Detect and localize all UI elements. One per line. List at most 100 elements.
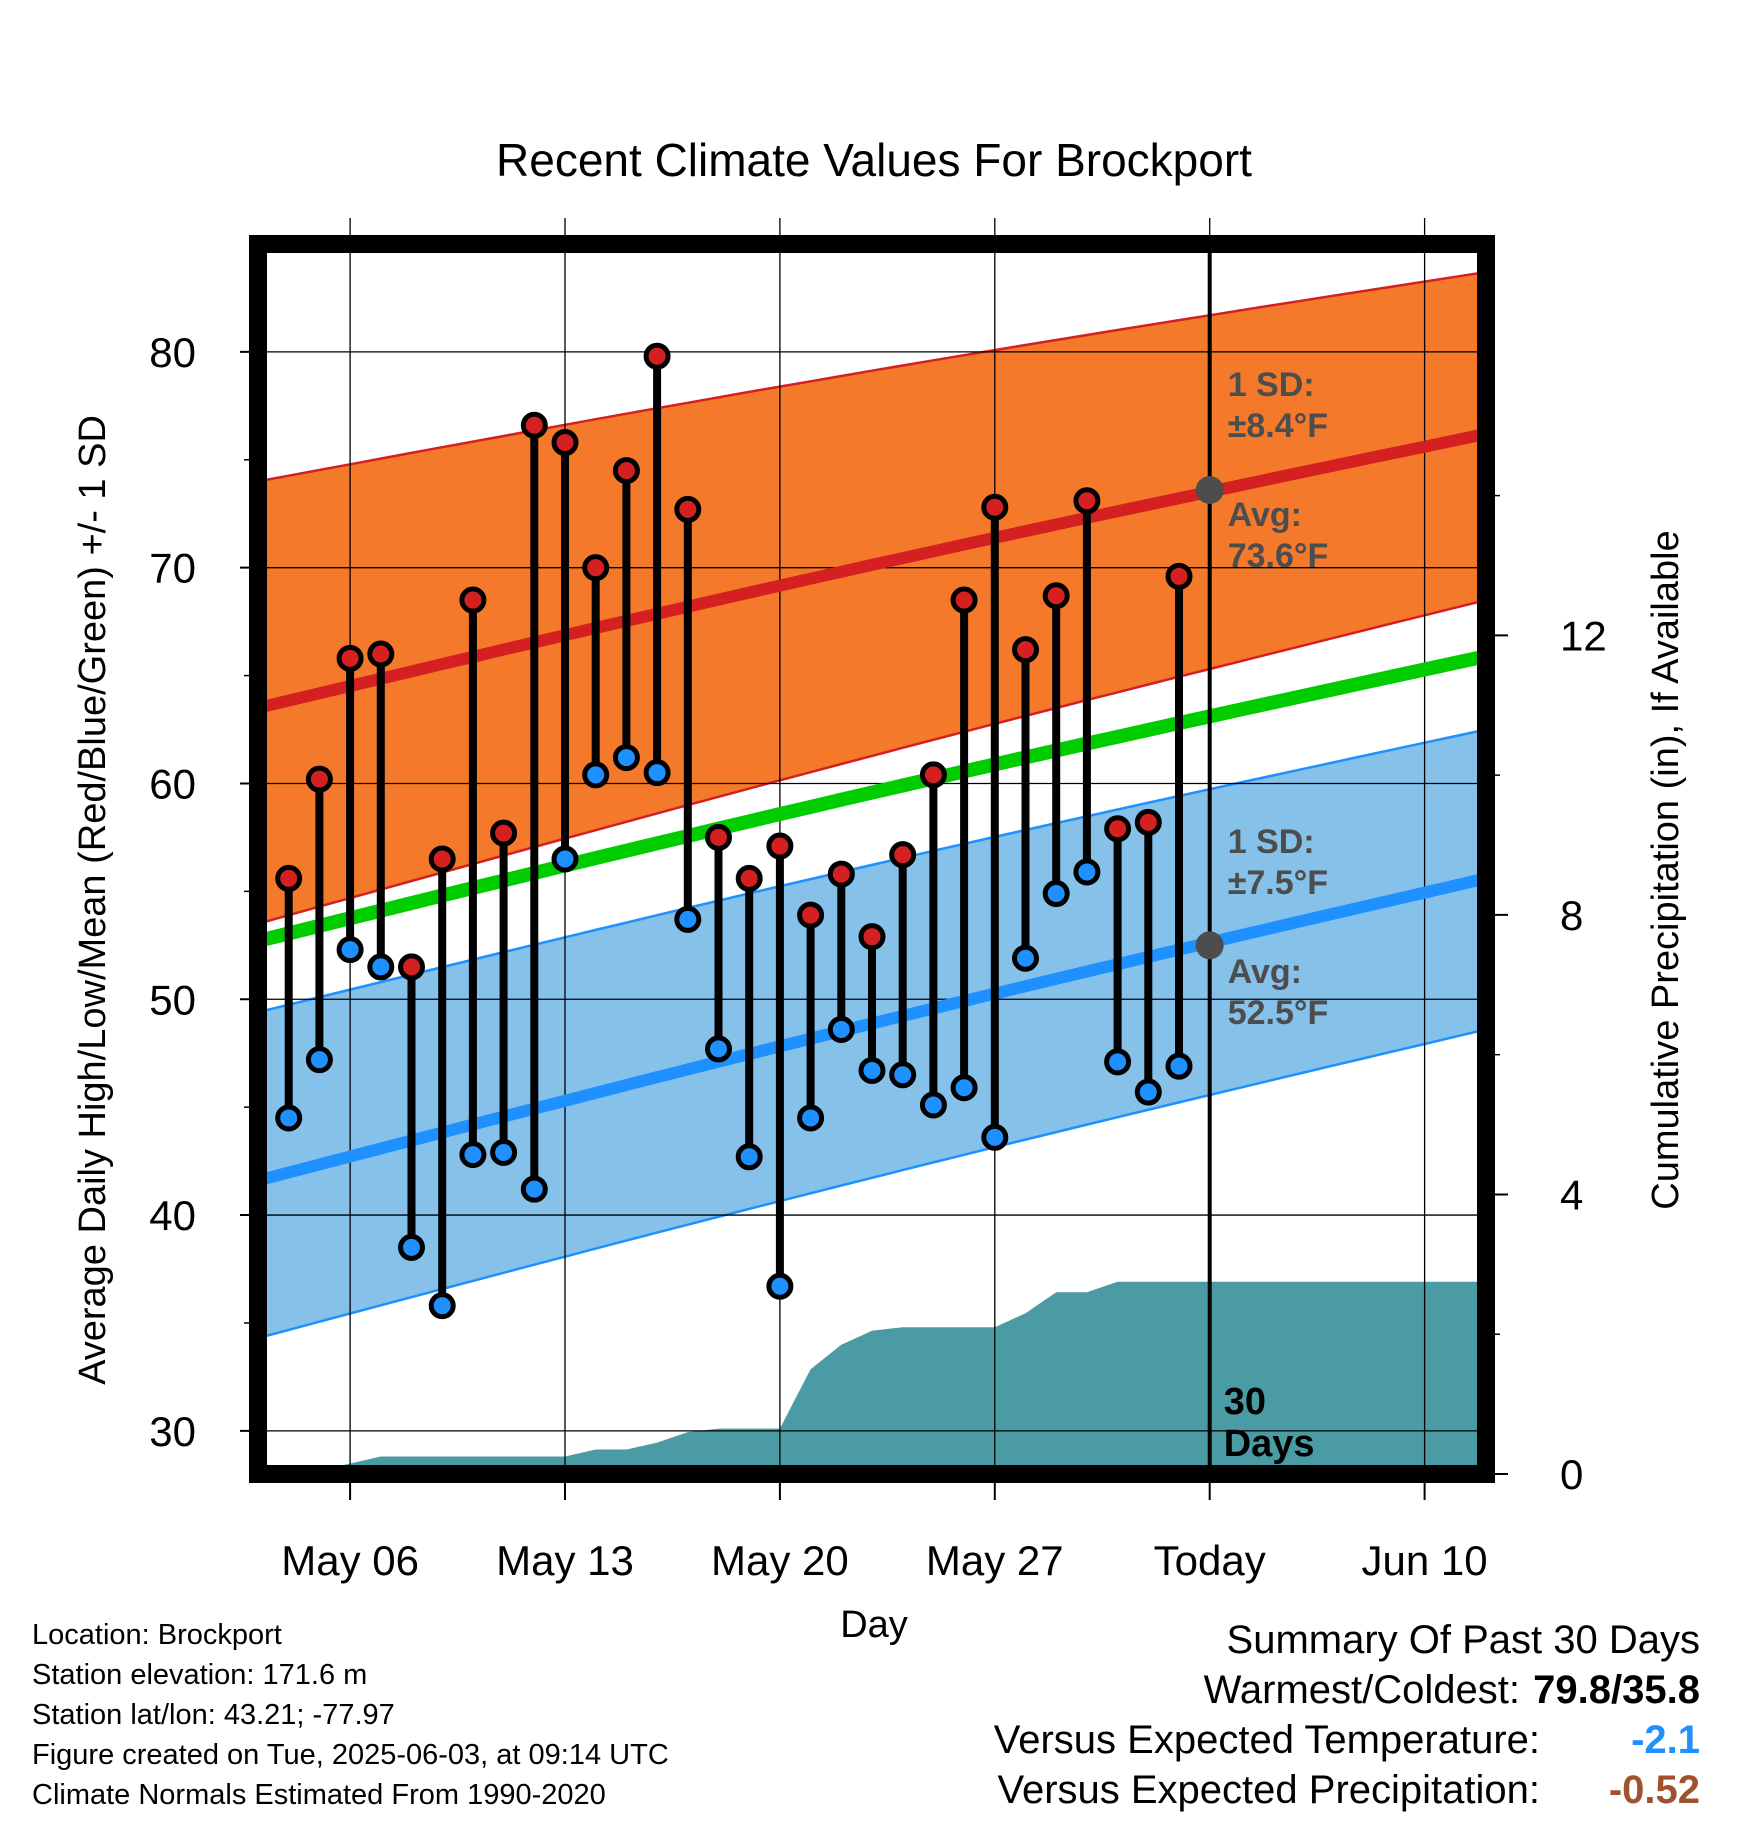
daily-high-point — [1165, 562, 1193, 590]
daily-high-point — [735, 864, 763, 892]
daily-high-point — [1042, 582, 1070, 610]
daily-high-point — [827, 860, 855, 888]
y-tick-label: 30 — [149, 1408, 196, 1455]
daily-low-point — [336, 936, 364, 964]
y2-tick-label: 12 — [1560, 612, 1607, 659]
daily-high-point — [1012, 636, 1039, 664]
high-avg-label: Avg: — [1228, 496, 1302, 534]
daily-low-point — [797, 1104, 825, 1132]
daily-low-point — [889, 1061, 917, 1089]
daily-high-point — [981, 493, 1009, 521]
daily-high-point — [520, 411, 548, 439]
daily-low-point — [459, 1141, 487, 1169]
daily-high-point — [582, 554, 610, 582]
low-sd-label: 1 SD: — [1228, 823, 1315, 861]
y-tick-label: 80 — [149, 329, 196, 376]
daily-high-point — [459, 586, 487, 614]
daily-low-point — [612, 744, 640, 772]
daily-low-point — [1134, 1078, 1162, 1106]
x-tick-label: Today — [1154, 1537, 1266, 1584]
daily-high-point — [367, 640, 395, 668]
daily-high-point — [305, 765, 333, 793]
daily-high-point — [336, 644, 364, 672]
precip-label: Versus Expected Precipitation: — [997, 1768, 1540, 1812]
x-tick-label: May 27 — [926, 1537, 1064, 1584]
high-sd-value: ±8.4°F — [1228, 407, 1328, 445]
daily-high-point — [1134, 808, 1162, 836]
daily-high-point — [428, 845, 456, 873]
low-avg-value: 52.5°F — [1228, 994, 1329, 1032]
summary-heading: Summary Of Past 30 Days — [1226, 1618, 1700, 1662]
y-tick-label: 40 — [149, 1192, 196, 1239]
days-label-days: Days — [1224, 1423, 1315, 1465]
summary-panel: Summary Of Past 30 Days Warmest/Coldest:… — [994, 1615, 1700, 1815]
y2-tick-label: 0 — [1560, 1451, 1583, 1498]
temp-value: -2.1 — [1631, 1718, 1700, 1762]
daily-low-point — [705, 1035, 732, 1063]
temp-label: Versus Expected Temperature: — [993, 1718, 1540, 1762]
created-text: Figure created on Tue, 2025-06-03, at 09… — [32, 1739, 669, 1771]
low-avg-label: Avg: — [1228, 953, 1302, 991]
daily-low-point — [367, 953, 395, 981]
daily-high-point — [1073, 487, 1101, 515]
daily-high-point — [398, 953, 425, 981]
high-avg-value: 73.6°F — [1228, 537, 1329, 575]
daily-low-point — [1104, 1048, 1132, 1076]
precip-area — [288, 1281, 1487, 1474]
daily-low-point — [551, 845, 579, 873]
daily-low-point — [275, 1104, 303, 1132]
station-info: Location: Brockport Station elevation: 1… — [32, 1615, 669, 1815]
precip-value: -0.52 — [1608, 1768, 1700, 1812]
daily-low-point — [950, 1074, 978, 1102]
daily-low-point — [305, 1046, 333, 1074]
mean-normal-line — [256, 649, 1488, 948]
low-avg-marker — [1195, 931, 1224, 960]
daily-high-point — [275, 864, 303, 892]
daily-low-point — [428, 1292, 456, 1320]
x-axis-label: Day — [840, 1604, 908, 1646]
warmest-value: 79.8/35.8 — [1533, 1668, 1700, 1712]
daily-low-point — [1042, 880, 1070, 908]
high-normal-line — [256, 428, 1488, 714]
daily-high-point — [950, 586, 978, 614]
summary-warmest-row: Warmest/Coldest: 79.8/35.8 — [994, 1665, 1700, 1715]
days-label-30: 30 — [1224, 1381, 1266, 1423]
warmest-label: Warmest/Coldest: — [1203, 1668, 1520, 1712]
daily-high-point — [766, 832, 794, 860]
daily-low-point — [735, 1143, 763, 1171]
plot-frame — [249, 235, 1495, 1483]
daily-low-point — [582, 761, 610, 789]
y2-tick-label: 4 — [1560, 1171, 1583, 1218]
y-axis-label: Average Daily High/Low/Mean (Red/Blue/Gr… — [72, 415, 114, 1385]
daily-high-point — [919, 761, 947, 789]
daily-high-point — [612, 457, 640, 485]
daily-high-point — [551, 429, 579, 457]
daily-low-point — [520, 1175, 548, 1203]
low-sd-value: ±7.5°F — [1228, 864, 1328, 902]
daily-high-point — [490, 819, 518, 847]
daily-low-point — [490, 1138, 518, 1166]
daily-high-point — [858, 923, 886, 951]
y-tick-label: 70 — [149, 545, 196, 592]
x-tick-label: May 20 — [711, 1537, 849, 1584]
summary-temp-row: Versus Expected Temperature: -2.1 — [994, 1715, 1700, 1765]
daily-low-point — [919, 1091, 947, 1119]
y-tick-label: 60 — [149, 760, 196, 807]
daily-low-point — [1012, 944, 1039, 972]
daily-low-point — [1073, 858, 1101, 886]
x-tick-label: May 13 — [496, 1537, 634, 1584]
y2-tick-label: 8 — [1560, 892, 1583, 939]
high-avg-marker — [1195, 476, 1224, 504]
daily-low-point — [398, 1233, 425, 1261]
daily-low-point — [674, 905, 702, 933]
y-tick-label: 50 — [149, 976, 196, 1023]
elevation-text: Station elevation: 171.6 m — [32, 1659, 368, 1691]
daily-low-point — [1165, 1052, 1193, 1080]
daily-low-point — [766, 1272, 794, 1300]
x-tick-label: May 06 — [281, 1537, 419, 1584]
daily-high-point — [1104, 815, 1132, 843]
daily-high-point — [797, 901, 825, 929]
daily-low-point — [858, 1056, 886, 1084]
location-text: Location: Brockport — [32, 1619, 282, 1651]
